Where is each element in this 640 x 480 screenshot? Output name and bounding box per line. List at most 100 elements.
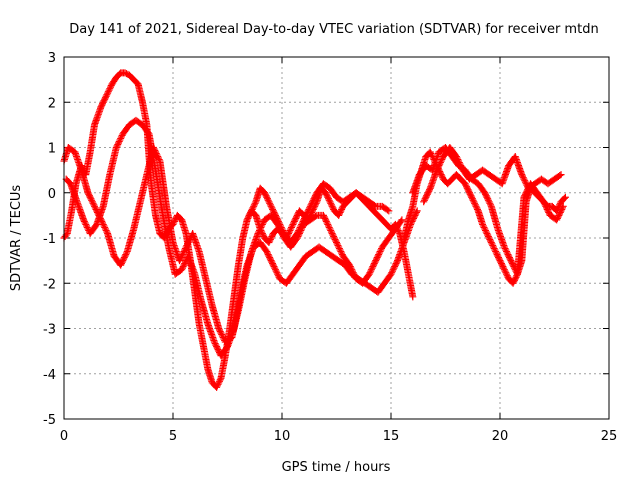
- data-point: [503, 272, 511, 280]
- data-point: [436, 160, 444, 168]
- data-point: [297, 222, 305, 230]
- data-point: [98, 217, 106, 225]
- data-point: [99, 219, 107, 227]
- data-point: [502, 246, 510, 254]
- data-point: [304, 207, 312, 215]
- data-point: [321, 214, 329, 222]
- data-point: [215, 325, 223, 332]
- data-point: [119, 257, 127, 265]
- data-point: [179, 249, 187, 257]
- data-point: [269, 205, 277, 213]
- data-point: [211, 340, 219, 348]
- data-point: [337, 207, 345, 215]
- data-point: [88, 196, 96, 204]
- data-point: [468, 193, 476, 201]
- data-point: [218, 331, 226, 339]
- data-point: [388, 267, 396, 275]
- data-point: [153, 151, 161, 159]
- data-point: [93, 207, 101, 215]
- data-point: [271, 266, 279, 274]
- data-point: [299, 217, 307, 225]
- data-point: [87, 195, 95, 203]
- data-point: [264, 251, 272, 259]
- data-point: [384, 206, 392, 214]
- data-point: [346, 263, 354, 271]
- data-point: [465, 189, 473, 197]
- y-tick-label: -5: [43, 413, 56, 428]
- data-point: [545, 208, 553, 216]
- data-point: [369, 263, 377, 271]
- data-point: [397, 217, 405, 225]
- data-point: [218, 332, 226, 340]
- data-point: [312, 212, 320, 220]
- x-axis-label: GPS time / hours: [282, 460, 391, 475]
- data-point: [328, 202, 336, 210]
- data-point: [306, 204, 314, 212]
- data-point: [370, 260, 378, 268]
- data-point: [453, 154, 461, 162]
- data-point: [245, 213, 253, 221]
- data-point: [492, 249, 500, 257]
- x-tick-label: 25: [601, 429, 618, 444]
- data-point: [274, 270, 282, 278]
- data-point: [274, 272, 282, 280]
- data-point: [437, 157, 445, 165]
- data-point: [372, 257, 380, 265]
- data-point: [265, 239, 273, 247]
- data-point: [102, 226, 110, 234]
- data-point: [505, 252, 513, 260]
- data-point: [247, 207, 255, 215]
- data-point: [330, 234, 338, 242]
- data-point: [335, 245, 343, 253]
- data-point: [421, 195, 429, 203]
- data-point: [91, 202, 99, 210]
- data-point: [266, 255, 274, 263]
- data-point: [117, 133, 125, 141]
- data-point: [428, 151, 436, 159]
- data-point: [484, 231, 492, 239]
- data-point: [497, 258, 505, 266]
- data-point: [337, 248, 345, 256]
- data-point: [309, 198, 317, 206]
- data-point: [498, 261, 506, 269]
- data-point: [503, 249, 511, 257]
- data-point: [272, 267, 280, 275]
- data-point: [215, 379, 223, 387]
- data-point: [245, 211, 253, 219]
- data-point: [497, 260, 505, 268]
- data-point: [472, 202, 480, 210]
- data-point: [463, 184, 471, 192]
- data-point: [82, 220, 90, 228]
- data-point: [216, 326, 224, 334]
- data-point: [335, 243, 343, 251]
- data-point: [114, 140, 122, 148]
- data-point: [483, 229, 491, 237]
- data-point: [255, 226, 263, 234]
- data-point: [251, 199, 259, 207]
- data-point: [273, 269, 281, 277]
- data-point: [180, 248, 188, 256]
- data-point: [261, 190, 269, 198]
- data-point: [328, 229, 336, 237]
- data-point: [178, 252, 186, 260]
- data-point: [424, 189, 432, 197]
- data-point: [113, 142, 121, 150]
- data-point: [89, 199, 97, 207]
- data-point: [183, 242, 191, 250]
- data-point: [176, 255, 184, 263]
- data-point: [389, 266, 397, 274]
- data-point: [487, 237, 495, 245]
- data-point: [438, 156, 446, 164]
- data-point: [150, 145, 158, 153]
- data-point: [311, 193, 319, 201]
- data-point: [457, 163, 465, 171]
- data-point: [184, 239, 192, 247]
- data-point: [266, 236, 274, 244]
- data-point: [264, 196, 272, 204]
- data-point: [540, 198, 548, 206]
- y-tick-label: 2: [48, 96, 56, 111]
- data-point: [171, 216, 179, 224]
- data-point: [338, 249, 346, 257]
- data-point: [336, 208, 344, 216]
- data-point: [117, 134, 125, 142]
